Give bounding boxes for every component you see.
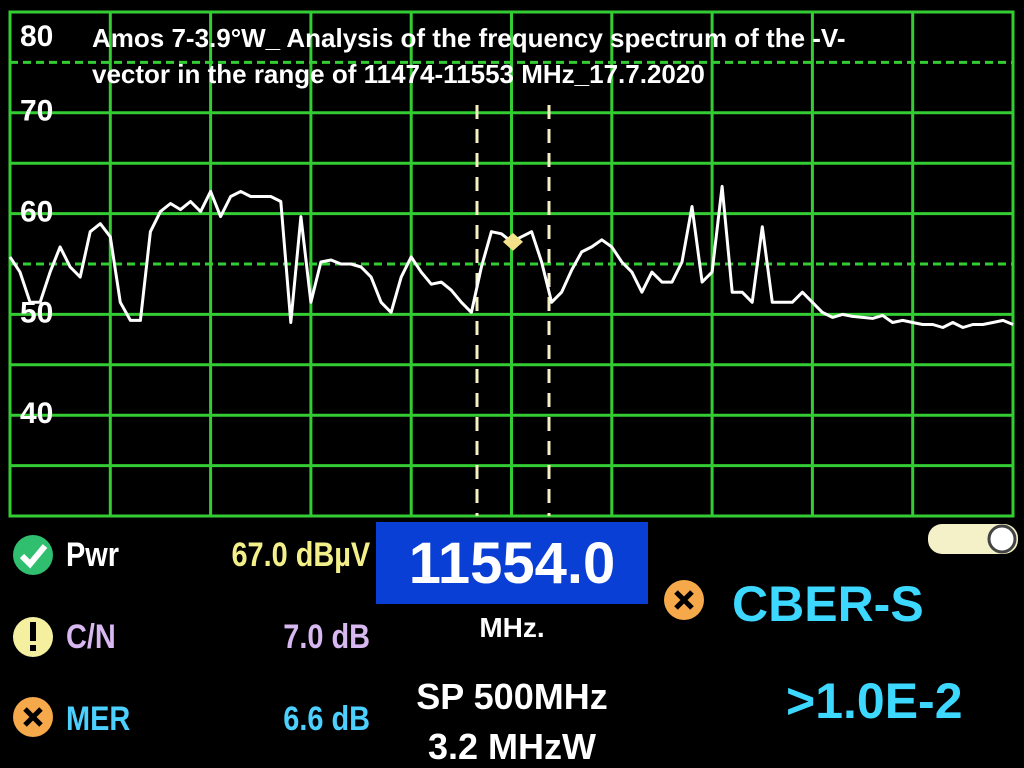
y-tick-label: 60 [20, 196, 53, 229]
battery-cap [987, 524, 1017, 554]
error-glyph [674, 590, 694, 610]
mer-value: 6.6 dB [283, 700, 370, 738]
cn-label: C/N [66, 618, 116, 656]
error-glyph [23, 707, 43, 727]
ok-icon [13, 535, 53, 575]
mer-label: MER [66, 700, 131, 738]
check-glyph [19, 544, 48, 569]
frequency: 11554.0 [408, 531, 616, 596]
pwr-value: 67.0 dBµV [231, 536, 370, 574]
y-tick-label: 70 [20, 95, 53, 128]
warn-glyph [30, 622, 36, 641]
y-tick-label: 40 [20, 397, 53, 430]
span: SP 500MHz [416, 676, 608, 717]
y-tick-label: 80 [20, 20, 53, 53]
warn-glyph-dot [30, 645, 36, 651]
rbw: 3.2 MHzW [427, 726, 596, 767]
ber: >1.0E-2 [786, 673, 963, 729]
status-icons [13, 522, 1018, 737]
chart-title: Amos 7-3.9°W_ Analysis of the frequency … [92, 23, 846, 89]
marker [503, 232, 523, 251]
mode: CBER-S [732, 576, 924, 632]
frequency-unit: MHz. [479, 612, 545, 643]
cn-value: 7.0 dB [283, 618, 370, 656]
frequency-box [376, 522, 648, 604]
pwr-label: Pwr [66, 536, 120, 574]
